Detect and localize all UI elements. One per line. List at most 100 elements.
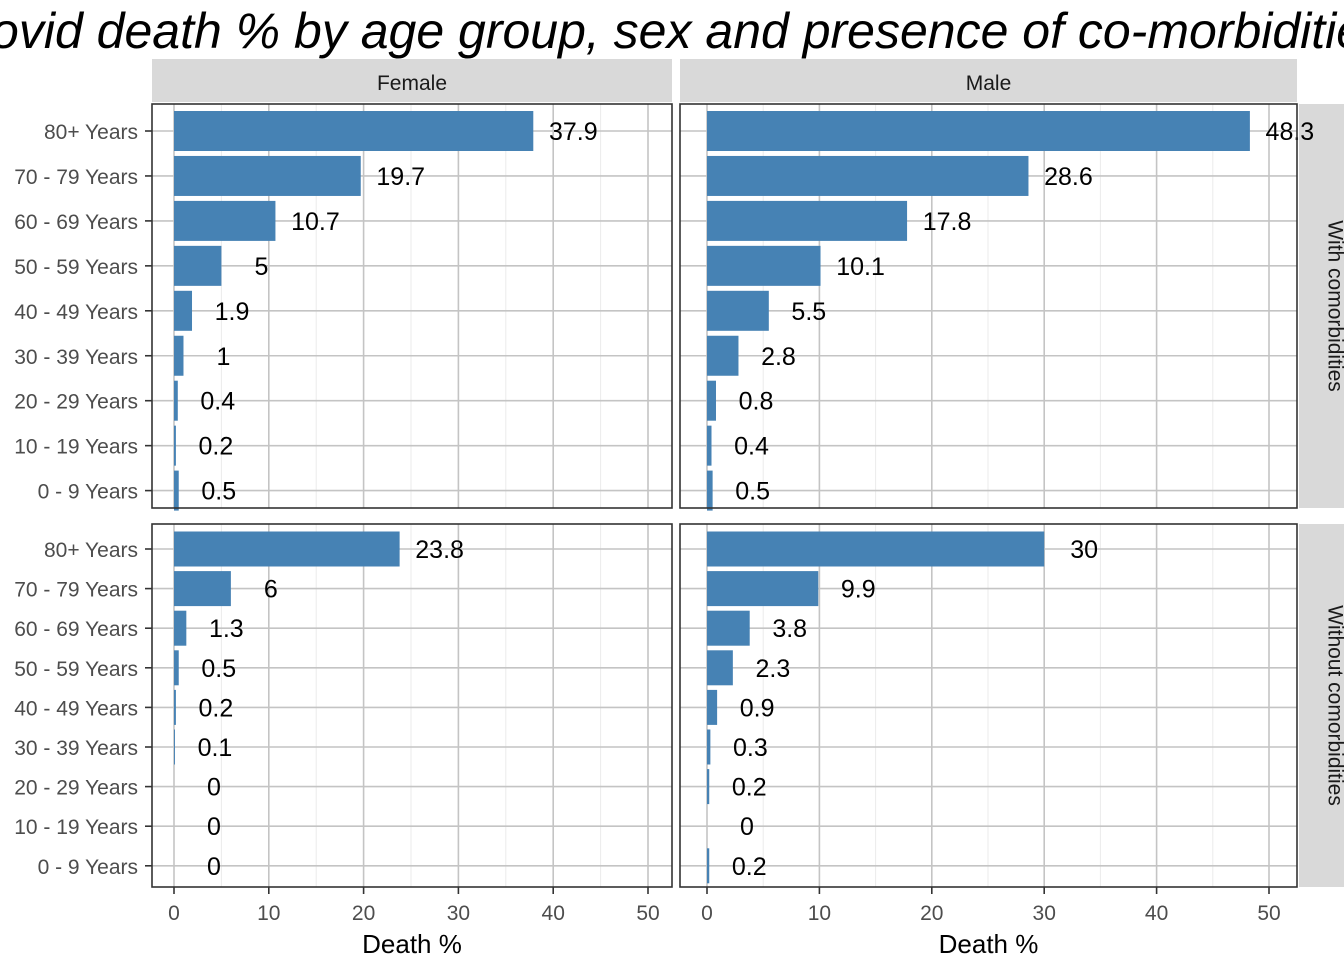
facet-strip-male (680, 59, 1297, 102)
data-label-male-with-comorbidities-1: 28.6 (1044, 163, 1093, 191)
facet-strip-female (152, 59, 672, 102)
data-label-female-with-comorbidities-2: 10.7 (291, 208, 340, 236)
data-label-female-without-comorbidities-4: 0.2 (199, 694, 234, 722)
panel-male-without-comorbidities: 30 9.9 3.8 2.3 0.9 0.3 0.2 0 0.2 0 10 20 30 40 50 Death… (679, 523, 1298, 959)
y-tick-label: 70 - 79 Years (14, 579, 138, 602)
bar-male-with-comorbidities-2 (707, 200, 908, 241)
y-tick-label: 10 - 19 Years (14, 816, 138, 839)
x-axis-title-female: Death % (362, 929, 462, 959)
panel-border (679, 103, 1298, 509)
facet-label-female: Female (377, 72, 447, 95)
panel-border (151, 103, 673, 509)
data-label-female-with-comorbidities-0: 37.9 (549, 118, 598, 146)
x-tick-label: 30 (1033, 902, 1056, 925)
bar-female-with-comorbidities-4 (174, 290, 193, 331)
y-tick-label: 70 - 79 Years (14, 166, 138, 189)
data-label-female-with-comorbidities-8: 0.5 (201, 478, 236, 506)
x-tick-label: 30 (447, 902, 470, 925)
x-axis-title-male: Death % (939, 929, 1039, 959)
panel-border (679, 523, 1298, 888)
bar-female-with-comorbidities-6 (174, 380, 178, 421)
bar-male-without-comorbidities-8 (707, 848, 710, 884)
y-tick-label: 80+ Years (44, 539, 138, 562)
bar-male-with-comorbidities-7 (707, 425, 712, 466)
bar-male-without-comorbidities-0 (707, 531, 1045, 567)
data-label-female-without-comorbidities-1: 6 (264, 576, 278, 604)
data-label-female-with-comorbidities-6: 0.4 (200, 388, 235, 416)
data-label-female-with-comorbidities-4: 1.9 (215, 298, 250, 326)
chart-title: Covid death % by age group, sex and pres… (0, 3, 1344, 59)
bar-female-without-comorbidities-1 (174, 571, 231, 607)
bar-male-with-comorbidities-4 (707, 290, 769, 331)
bar-female-with-comorbidities-3 (174, 245, 222, 286)
data-label-male-with-comorbidities-3: 10.1 (836, 253, 885, 281)
data-label-male-without-comorbidities-4: 0.9 (740, 694, 775, 722)
bar-male-with-comorbidities-6 (707, 380, 716, 421)
data-label-female-without-comorbidities-2: 1.3 (209, 615, 244, 643)
bar-male-without-comorbidities-2 (707, 610, 750, 646)
data-label-male-without-comorbidities-3: 2.3 (755, 655, 790, 683)
facet-label-male: Male (966, 72, 1012, 95)
panel-female-with-comorbidities: 37.9 19.7 10.7 51.9 1 0.4 0.2 0.5 80+ Years 70 - … (14, 103, 673, 511)
x-tick-label: 50 (636, 902, 659, 925)
x-tick-label: 10 (257, 902, 280, 925)
bar-female-with-comorbidities-5 (174, 335, 184, 376)
panel-male-with-comorbidities: 48.3 28.6 17.8 10.1 5.5 2.8 0.8 0.4 0.5 (679, 103, 1315, 511)
facet-strip-without-comorbidities (1299, 524, 1344, 887)
facet-label-without-comorbidities: Without comorbidities (1324, 605, 1344, 806)
bar-male-with-comorbidities-5 (707, 335, 739, 376)
bar-female-with-comorbidities-1 (174, 155, 361, 196)
data-label-female-with-comorbidities-1: 19.7 (376, 163, 425, 191)
panel-border (151, 523, 673, 888)
data-label-female-with-comorbidities-5: 1 (217, 343, 231, 371)
bar-female-without-comorbidities-5 (174, 729, 175, 765)
data-label-male-with-comorbidities-8: 0.5 (735, 478, 770, 506)
data-label-male-with-comorbidities-4: 5.5 (791, 298, 826, 326)
data-label-male-with-comorbidities-6: 0.8 (739, 388, 774, 416)
y-tick-label: 0 - 9 Years (38, 481, 138, 504)
facet-strip-with-comorbidities (1299, 104, 1344, 508)
bar-male-without-comorbidities-6 (707, 769, 710, 805)
data-label-female-without-comorbidities-6: 0 (207, 774, 221, 802)
data-label-male-without-comorbidities-6: 0.2 (732, 774, 767, 802)
y-tick-label: 20 - 29 Years (14, 391, 138, 414)
y-tick-label: 60 - 69 Years (14, 618, 138, 641)
bar-female-without-comorbidities-2 (174, 610, 187, 646)
bar-female-without-comorbidities-0 (174, 531, 400, 567)
data-label-male-without-comorbidities-7: 0 (740, 813, 754, 841)
data-label-male-without-comorbidities-5: 0.3 (733, 734, 768, 762)
y-tick-label: 80+ Years (44, 121, 138, 144)
bar-female-with-comorbidities-2 (174, 200, 276, 241)
bar-male-with-comorbidities-1 (707, 155, 1029, 196)
bar-male-with-comorbidities-3 (707, 245, 821, 286)
panel-female-without-comorbidities: 23.8 6 1.3 0.5 0.2 0.1 0 0 0 80+ Years 70 - 79 Yea… (14, 523, 673, 959)
x-tick-label: 0 (701, 902, 713, 925)
bar-male-without-comorbidities-3 (707, 650, 733, 686)
facet-label-with-comorbidities: With comorbidities (1324, 220, 1344, 392)
bar-male-without-comorbidities-5 (707, 729, 711, 765)
data-label-female-with-comorbidities-7: 0.2 (199, 433, 234, 461)
data-label-male-with-comorbidities-0: 48.3 (1266, 118, 1315, 146)
bar-female-with-comorbidities-8 (174, 470, 179, 511)
data-label-male-with-comorbidities-2: 17.8 (923, 208, 972, 236)
x-tick-label: 50 (1257, 902, 1280, 925)
data-label-male-without-comorbidities-2: 3.8 (772, 615, 807, 643)
bar-male-without-comorbidities-4 (707, 689, 718, 725)
bar-female-without-comorbidities-3 (174, 650, 179, 686)
data-label-male-with-comorbidities-5: 2.8 (761, 343, 796, 371)
data-label-female-without-comorbidities-0: 23.8 (415, 536, 464, 564)
y-tick-label: 20 - 29 Years (14, 777, 138, 800)
x-tick-label: 20 (352, 902, 375, 925)
data-label-female-without-comorbidities-7: 0 (207, 813, 221, 841)
data-label-male-without-comorbidities-0: 30 (1070, 536, 1098, 564)
data-label-female-without-comorbidities-8: 0 (207, 853, 221, 881)
x-tick-label: 40 (1145, 902, 1168, 925)
y-tick-label: 30 - 39 Years (14, 346, 138, 369)
x-tick-label: 10 (808, 902, 831, 925)
bar-female-with-comorbidities-7 (174, 425, 176, 466)
data-label-female-with-comorbidities-3: 5 (254, 253, 268, 281)
y-tick-label: 40 - 49 Years (14, 697, 138, 720)
y-tick-label: 50 - 59 Years (14, 658, 138, 681)
y-tick-label: 40 - 49 Years (14, 301, 138, 324)
